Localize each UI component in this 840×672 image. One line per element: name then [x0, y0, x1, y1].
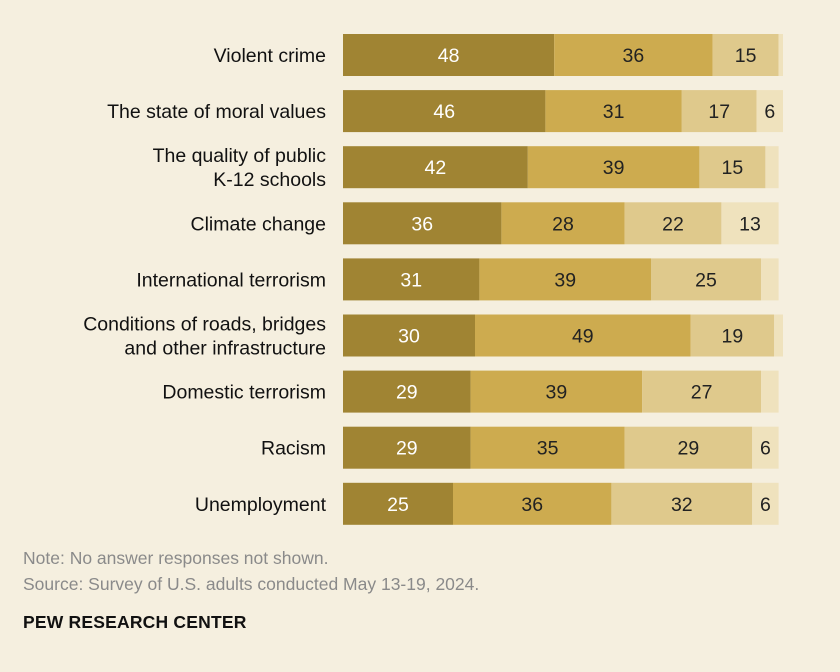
bar-segment-conditions-of-roads-bridges-and-other-infrastructure-1 — [343, 314, 475, 357]
bar-segment-international-terrorism-4 — [761, 258, 779, 301]
data-label: 32 — [671, 494, 693, 516]
bar-segment-unemployment-2 — [453, 482, 612, 525]
bar-segment-the-state-of-moral-values-3 — [681, 90, 757, 133]
bar-segment-the-quality-of-public-k-12-schools-4 — [765, 146, 779, 189]
data-label: 29 — [396, 382, 418, 404]
data-label: 29 — [396, 438, 418, 460]
bar-segment-international-terrorism-1 — [343, 258, 480, 301]
data-label: 28 — [552, 213, 574, 235]
data-label: 17 — [708, 101, 730, 123]
bar-segment-the-quality-of-public-k-12-schools-2 — [527, 146, 700, 189]
bar-segment-domestic-terrorism-3 — [642, 370, 761, 413]
bar-segment-climate-change-3 — [624, 202, 722, 245]
bar-segment-violent-crime-4 — [778, 34, 783, 76]
chart-source: Source: Survey of U.S. adults conducted … — [23, 574, 480, 594]
data-label: 39 — [554, 269, 576, 291]
stacked-bar-chart: Violent crime 48 36 15 The state of moral va… — [83, 34, 783, 525]
data-label: 31 — [400, 269, 422, 291]
data-label: 19 — [722, 326, 744, 348]
bar-segment-unemployment-4 — [752, 482, 779, 525]
data-label: 27 — [691, 382, 713, 404]
bar-segment-unemployment-1 — [343, 482, 453, 525]
category-label-the-state-of-moral-values: The state of moral values — [107, 101, 326, 123]
data-label: 31 — [603, 101, 625, 123]
bar-segment-the-state-of-moral-values-4 — [756, 90, 783, 133]
bar-segment-violent-crime-2 — [554, 34, 713, 76]
data-label: 29 — [678, 438, 700, 460]
category-label-domestic-terrorism: Domestic terrorism — [162, 382, 326, 404]
brand-logo-text: PEW RESEARCH CENTER — [23, 612, 247, 632]
bar-segment-racism-4 — [752, 426, 779, 469]
bar-segment-domestic-terrorism-1 — [343, 370, 471, 413]
data-label: 49 — [572, 326, 594, 348]
category-label-the-quality-of-public-k-12-schools: The quality of public K-12 schools — [153, 145, 327, 191]
data-label: 39 — [603, 157, 625, 179]
data-label: 36 — [521, 494, 543, 516]
bar-segment-violent-crime-1 — [343, 34, 555, 76]
bar-segment-international-terrorism-3 — [651, 258, 761, 301]
category-label-racism: Racism — [261, 438, 326, 460]
bar-segment-racism-1 — [343, 426, 471, 469]
data-label: 36 — [623, 45, 645, 67]
bar-segment-domestic-terrorism-4 — [761, 370, 779, 413]
data-label: 42 — [425, 157, 447, 179]
bar-segment-conditions-of-roads-bridges-and-other-infrastructure-3 — [690, 314, 775, 357]
chart-note: Note: No answer responses not shown. — [23, 548, 329, 568]
data-label: 13 — [739, 213, 761, 235]
bar-segment-the-quality-of-public-k-12-schools-3 — [699, 146, 766, 189]
data-label: 22 — [662, 213, 684, 235]
bar-segment-violent-crime-3 — [712, 34, 779, 76]
data-label: 6 — [760, 438, 771, 460]
data-label: 39 — [546, 382, 568, 404]
data-label: 35 — [537, 438, 559, 460]
bar-segment-climate-change-1 — [343, 202, 502, 245]
data-label: 25 — [387, 494, 409, 516]
bar-segment-the-state-of-moral-values-1 — [343, 90, 546, 133]
category-label-climate-change: Climate change — [191, 213, 327, 235]
bar-segment-domestic-terrorism-2 — [470, 370, 643, 413]
bar-segment-conditions-of-roads-bridges-and-other-infrastructure-2 — [475, 314, 691, 357]
category-label-international-terrorism: International terrorism — [136, 269, 326, 291]
data-label: 15 — [735, 45, 757, 67]
bar-segment-international-terrorism-2 — [479, 258, 651, 301]
category-label-conditions-of-roads-bridges-and-other-infrastructure: Conditions of roads, bridges and other in… — [83, 314, 326, 360]
bar-segment-racism-3 — [624, 426, 753, 469]
bar-segment-climate-change-4 — [721, 202, 779, 245]
bar-segment-climate-change-2 — [501, 202, 625, 245]
data-label: 25 — [695, 269, 717, 291]
data-label: 36 — [411, 213, 433, 235]
data-label: 6 — [764, 101, 775, 123]
data-label: 6 — [760, 494, 771, 516]
bar-segment-unemployment-3 — [611, 482, 753, 525]
data-label: 48 — [438, 45, 460, 67]
category-label-violent-crime: Violent crime — [214, 45, 326, 67]
bar-segment-the-quality-of-public-k-12-schools-1 — [343, 146, 528, 189]
data-label: 30 — [398, 326, 420, 348]
bar-segment-conditions-of-roads-bridges-and-other-infrastructure-4 — [774, 314, 783, 357]
bar-segment-racism-2 — [470, 426, 625, 469]
data-label: 15 — [722, 157, 744, 179]
category-label-unemployment: Unemployment — [195, 494, 327, 516]
data-label: 46 — [433, 101, 455, 123]
bar-segment-the-state-of-moral-values-2 — [545, 90, 682, 133]
